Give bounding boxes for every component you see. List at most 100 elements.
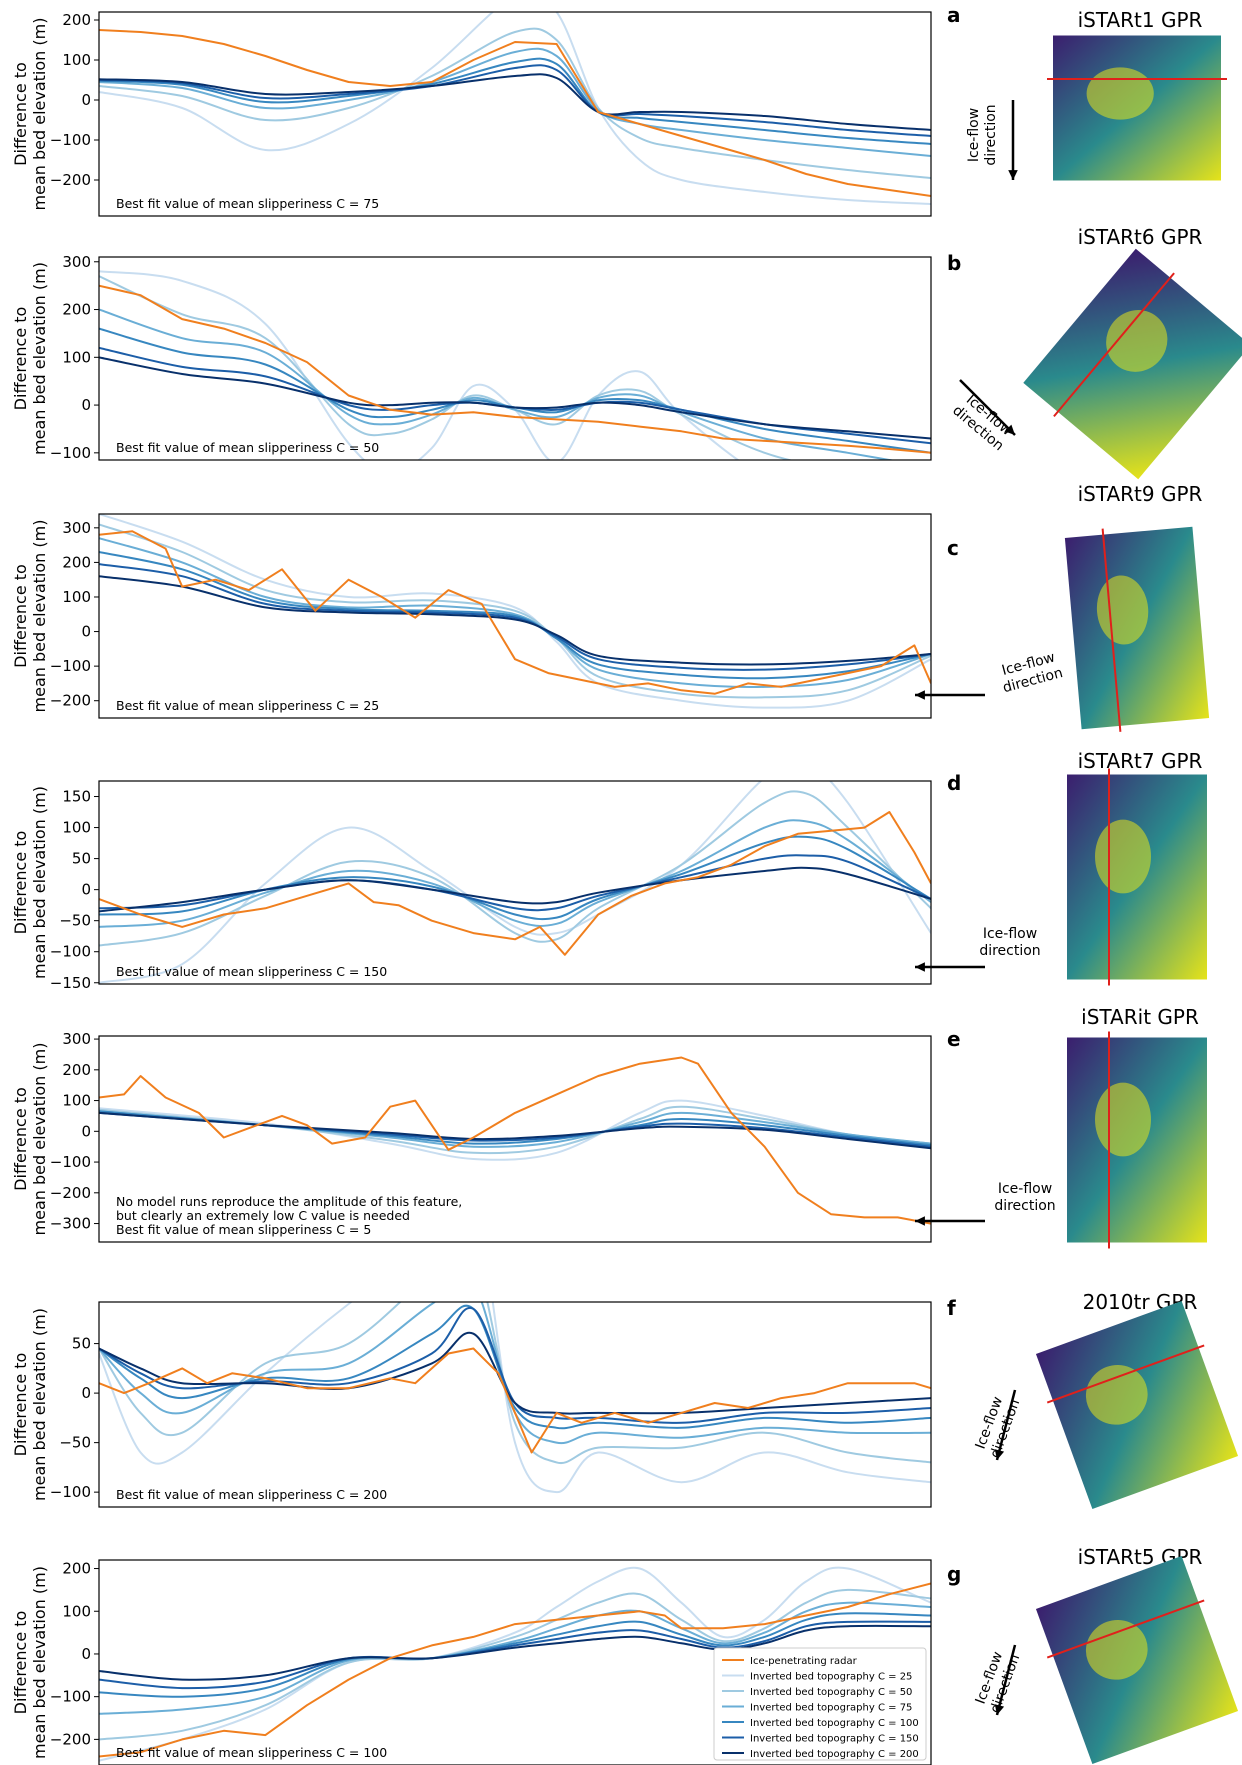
ytick-label: −50 — [59, 912, 91, 930]
annotation-text: Best fit value of mean slipperiness C = … — [116, 698, 379, 713]
series-line-C25 — [99, 270, 740, 460]
radar-line — [99, 1056, 931, 1225]
gpr-highlight — [1086, 67, 1154, 120]
gpr-title: iSTARt1 GPR — [1078, 8, 1203, 32]
svg-text:Difference to: Difference to — [11, 307, 30, 411]
gpr-highlight — [1085, 1364, 1148, 1425]
ytick-label: 0 — [81, 1122, 91, 1140]
y-axis-label: Difference to mean bed elevation (m) — [11, 786, 49, 979]
plot-frame — [98, 256, 932, 461]
gpr-highlight — [1096, 575, 1149, 645]
plot-frame — [98, 1035, 932, 1243]
series-line-C150 — [99, 1620, 931, 1690]
annotation-text: Best fit value of mean slipperiness C = … — [116, 1487, 387, 1502]
ytick-label: 50 — [72, 1335, 91, 1353]
series-line-C200 — [99, 356, 931, 440]
ytick-label: −100 — [50, 1153, 91, 1171]
series-line-C150 — [99, 64, 931, 137]
annotation-text: Best fit value of mean slipperiness C = … — [116, 440, 379, 455]
ytick-label: −100 — [50, 1688, 91, 1706]
svg-text:Difference to: Difference to — [11, 1087, 30, 1191]
plot-frame — [98, 513, 932, 719]
arrow-head-icon — [994, 1704, 1005, 1715]
series-line-C50 — [99, 523, 931, 699]
y-axis-label: Difference to mean bed elevation (m) — [11, 1308, 49, 1501]
panel-letter: a — [947, 3, 961, 27]
y-axis-label: Difference to mean bed elevation (m) — [11, 1043, 49, 1236]
ytick-label: −200 — [50, 171, 91, 189]
ytick-label: −100 — [50, 444, 91, 462]
panel-letter: f — [947, 1296, 956, 1320]
series-line-C100 — [99, 1612, 931, 1698]
annotation-text: Best fit value of mean slipperiness C = … — [116, 1745, 387, 1760]
ytick-label: 100 — [62, 1602, 91, 1620]
series-line-C25 — [99, 12, 931, 205]
ytick-label: 0 — [81, 396, 91, 414]
ytick-label: 200 — [62, 1560, 91, 1578]
series-line-C25 — [99, 1566, 931, 1762]
ytick-label: 50 — [72, 850, 91, 868]
series-line-C75 — [99, 1601, 931, 1715]
ytick-label: 150 — [62, 788, 91, 806]
series-line-C75 — [99, 1302, 931, 1445]
ytick-label: 300 — [62, 519, 91, 537]
radar-line — [99, 1582, 931, 1758]
svg-text:Difference to: Difference to — [11, 831, 30, 935]
series-line-C200 — [99, 866, 931, 913]
ytick-label: −100 — [50, 657, 91, 675]
arrow-head-icon — [915, 1216, 925, 1226]
gpr-highlight — [1095, 1082, 1151, 1157]
arrow-head-icon — [1008, 170, 1018, 180]
annotation-text: Best fit value of mean slipperiness C = … — [116, 964, 387, 979]
plot-frame — [98, 1559, 932, 1765]
svg-text:Ice-flow: Ice-flow — [966, 108, 982, 162]
series-line-C200 — [99, 1111, 931, 1150]
ytick-label: 0 — [81, 1645, 91, 1663]
ytick-label: 200 — [62, 1061, 91, 1079]
plot-frame — [98, 11, 932, 217]
panel-letter: b — [947, 251, 961, 275]
series-line-C25 — [99, 781, 931, 984]
ytick-label: 0 — [81, 623, 91, 641]
gpr-profile-marker — [1046, 1344, 1205, 1404]
svg-text:mean bed elevation (m): mean bed elevation (m) — [30, 262, 49, 455]
ytick-label: 0 — [81, 881, 91, 899]
svg-text:Difference to: Difference to — [11, 1611, 30, 1715]
svg-text:direction: direction — [979, 943, 1040, 959]
panel-letter: e — [947, 1027, 961, 1051]
ytick-label: −200 — [50, 1184, 91, 1202]
ytick-label: 200 — [62, 11, 91, 29]
ytick-label: −150 — [50, 974, 91, 992]
arrow-head-icon — [915, 962, 925, 972]
ytick-label: 300 — [62, 1030, 91, 1048]
ice-flow-arrow — [959, 379, 1016, 436]
panel-letter: d — [947, 771, 961, 795]
svg-text:mean bed elevation (m): mean bed elevation (m) — [30, 786, 49, 979]
gpr-highlight — [1106, 310, 1168, 372]
legend-label: Inverted bed topography C = 200 — [750, 1749, 919, 1760]
radar-line — [99, 811, 931, 956]
series-line-C50 — [99, 790, 931, 947]
arrow-head-icon — [994, 1449, 1005, 1460]
svg-text:mean bed elevation (m): mean bed elevation (m) — [30, 1308, 49, 1501]
radar-line — [99, 29, 931, 197]
y-axis-label: Difference to mean bed elevation (m) — [11, 262, 49, 455]
ytick-label: −200 — [50, 1730, 91, 1748]
ice-flow-arrow — [995, 1644, 1017, 1716]
legend-label: Inverted bed topography C = 50 — [750, 1687, 912, 1698]
panel-letter: c — [947, 536, 959, 560]
legend-label: Inverted bed topography C = 75 — [750, 1703, 912, 1714]
legend-label: Inverted bed topography C = 25 — [750, 1672, 912, 1683]
ytick-label: −100 — [50, 1483, 91, 1501]
gpr-highlight — [1095, 819, 1151, 894]
series-line-C75 — [99, 308, 896, 460]
